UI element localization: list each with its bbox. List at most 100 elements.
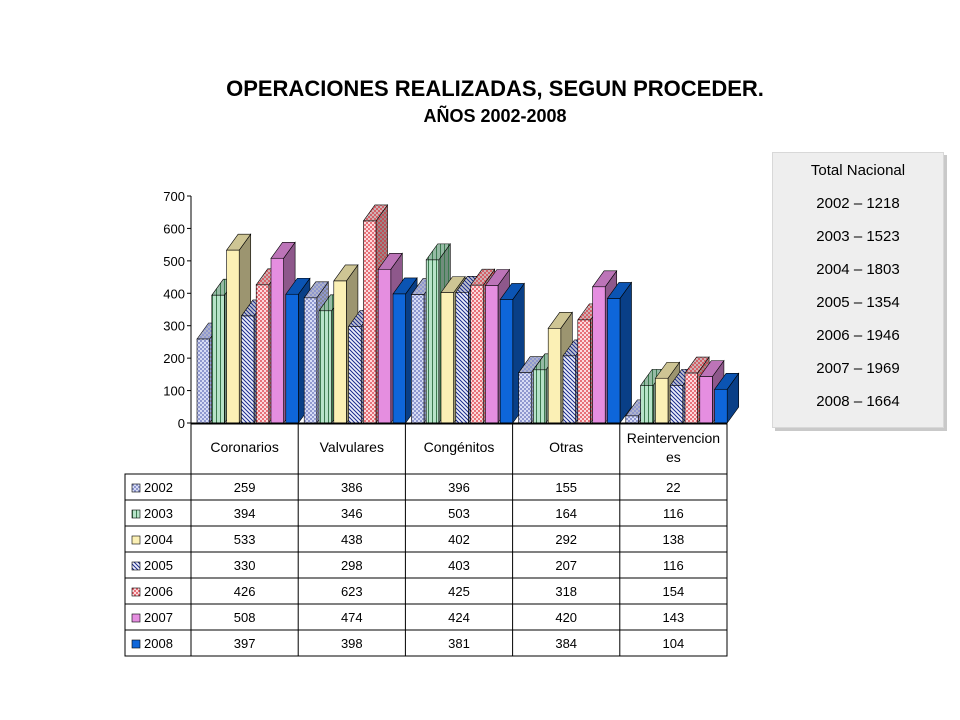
table-cell: 346 — [341, 506, 363, 521]
legend-label: 2008 — [144, 636, 173, 651]
chart-title: OPERACIONES REALIZADAS, SEGUN PROCEDER. — [226, 76, 764, 101]
totals-line: 2002 – 1218 — [816, 195, 900, 212]
bar-front — [485, 285, 499, 424]
bar-front — [669, 385, 684, 424]
category-label: Congénitos — [424, 439, 495, 455]
y-tick-label: 400 — [163, 286, 185, 301]
table-cell: 318 — [555, 584, 577, 599]
bar-side — [619, 281, 632, 424]
bar-front — [241, 315, 255, 424]
bar-front — [577, 319, 591, 424]
bar-front — [518, 372, 532, 424]
table-cell: 116 — [663, 506, 684, 521]
bar-front — [211, 294, 225, 424]
totals-line: 2007 – 1969 — [816, 360, 900, 377]
legend-key-2006 — [131, 587, 141, 597]
bar-front — [499, 299, 514, 424]
bar-front — [699, 376, 713, 424]
y-tick-label: 300 — [163, 319, 185, 334]
table-cell: 394 — [234, 506, 256, 521]
table-cell: 426 — [234, 584, 256, 599]
table-cell: 298 — [341, 558, 363, 573]
y-tick-label: 500 — [163, 254, 185, 269]
y-tick-label: 600 — [163, 221, 185, 236]
totals-line: 2004 – 1803 — [816, 261, 900, 278]
legend-key-2003 — [131, 509, 141, 519]
bar-front — [270, 257, 284, 424]
table-cell: 403 — [448, 558, 470, 573]
table-cell: 438 — [341, 532, 363, 547]
legend-key-2004 — [131, 535, 141, 545]
bar-front — [714, 388, 728, 424]
table-cell: 164 — [555, 506, 577, 521]
totals-heading: Total Nacional — [810, 162, 906, 179]
category-label: Reintervencion — [627, 430, 720, 446]
table-cell: 425 — [448, 584, 470, 599]
bar-front — [533, 369, 547, 424]
bar-front — [684, 372, 698, 424]
table-cell: 384 — [555, 636, 577, 651]
table-cell: 292 — [555, 532, 577, 547]
table-cell: 398 — [341, 636, 363, 651]
bar-front — [377, 268, 392, 424]
table-cell: 623 — [341, 584, 363, 599]
table-cell: 116 — [663, 558, 684, 573]
bar-2008-3 — [606, 281, 633, 424]
chart-subtitle: AÑOS 2002-2008 — [423, 106, 567, 126]
table-cell: 420 — [555, 610, 577, 625]
bar-front — [285, 293, 299, 424]
legend-key-2005 — [131, 561, 141, 571]
bar-front — [392, 293, 406, 424]
category-label: Valvulares — [320, 439, 384, 455]
legend-label: 2007 — [144, 610, 173, 625]
table-cell: 155 — [555, 480, 577, 495]
category-label: Coronarios — [210, 439, 278, 455]
totals-box: Total Nacional 2002 – 1218 2003 – 1523 2… — [772, 152, 944, 428]
table-cell: 104 — [663, 636, 685, 651]
y-tick-label: 200 — [163, 351, 185, 366]
bar-front — [255, 284, 270, 424]
bar-front — [640, 385, 654, 424]
table-cell: 424 — [448, 610, 470, 625]
table-cell: 143 — [663, 610, 685, 625]
y-tick-label: 100 — [163, 384, 185, 399]
table-cell: 154 — [663, 584, 685, 599]
legend-label: 2004 — [144, 532, 173, 547]
bar-front — [318, 310, 332, 424]
table-cell: 22 — [666, 480, 680, 495]
bar-front — [226, 249, 240, 424]
table-cell: 207 — [555, 558, 577, 573]
bar-front — [562, 355, 576, 424]
bar-front — [440, 292, 454, 424]
category-label: es — [666, 449, 681, 465]
legend-label: 2003 — [144, 506, 173, 521]
legend-key-2002 — [131, 483, 141, 493]
bar-front — [196, 338, 210, 424]
bar-front — [363, 220, 377, 424]
totals-line: 2005 – 1354 — [816, 294, 900, 311]
table-cell: 259 — [234, 480, 256, 495]
bar-front — [348, 326, 362, 424]
bar-front — [655, 377, 669, 424]
legend-key-2007 — [131, 613, 141, 623]
bar-2008-4 — [714, 372, 740, 424]
table-cell: 138 — [663, 532, 685, 547]
legend-label: 2002 — [144, 480, 173, 495]
bar-front — [547, 328, 562, 424]
bar-front — [607, 298, 621, 424]
table-cell: 503 — [448, 506, 470, 521]
y-tick-label: 0 — [178, 416, 185, 431]
table-cell: 533 — [234, 532, 256, 547]
table-cell: 396 — [448, 480, 470, 495]
table-cell: 381 — [448, 636, 470, 651]
legend-label: 2005 — [144, 558, 173, 573]
category-label: Otras — [549, 439, 583, 455]
legend-key-2008 — [131, 639, 141, 649]
bar-front — [592, 286, 606, 424]
bar-front — [470, 284, 484, 424]
bar-front — [333, 280, 347, 424]
legend-label: 2006 — [144, 584, 173, 599]
bar-front — [425, 259, 440, 424]
totals-line: 2008 – 1664 — [816, 393, 900, 410]
